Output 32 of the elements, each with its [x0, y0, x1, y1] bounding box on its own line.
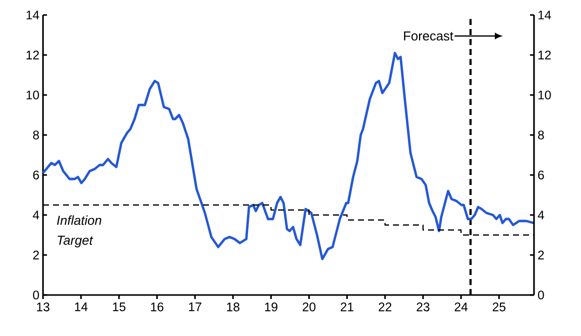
x-tick-label: 15: [113, 302, 126, 312]
x-tick-label: 19: [265, 302, 278, 312]
y-tick-label: 10: [26, 90, 39, 100]
x-tick-label: 25: [492, 302, 506, 312]
y2-tick-label: 10: [538, 90, 551, 100]
y2-tick-label: 0: [538, 290, 544, 300]
y-tick-label: 14: [26, 10, 40, 20]
x-tick-label: 14: [75, 302, 88, 312]
x-tick-label: 20: [302, 302, 316, 312]
y2-tick-label: 14: [538, 10, 552, 20]
y-tick-label: 12: [26, 50, 39, 60]
x-tick-label: 18: [227, 302, 240, 312]
annotation: Inflation Target: [57, 215, 102, 248]
y2-tick-label: 2: [538, 250, 544, 260]
y2-tick-label: 4: [538, 210, 544, 220]
y-tick-label: 8: [33, 130, 39, 140]
x-tick-label: 22: [378, 302, 392, 312]
y-tick-label: 0: [33, 290, 39, 300]
y-tick-label: 4: [32, 210, 40, 220]
x-tick-label: 17: [189, 302, 202, 312]
line-series: [42, 52, 535, 260]
x-tick-label: 23: [416, 302, 430, 312]
x-tick-label: 13: [37, 302, 50, 312]
x-tick-label: 16: [151, 302, 164, 312]
y-tick-label: 6: [33, 170, 39, 180]
y2-tick-label: 12: [538, 50, 551, 60]
x-tick-label: 24: [454, 302, 468, 312]
ref-line-label: Forecast: [404, 31, 454, 41]
y-tick-label: 2: [33, 250, 39, 260]
y2-tick-label: 8: [538, 130, 544, 140]
y2-tick-label: 6: [538, 170, 544, 180]
x-tick-label: 21: [340, 302, 354, 312]
